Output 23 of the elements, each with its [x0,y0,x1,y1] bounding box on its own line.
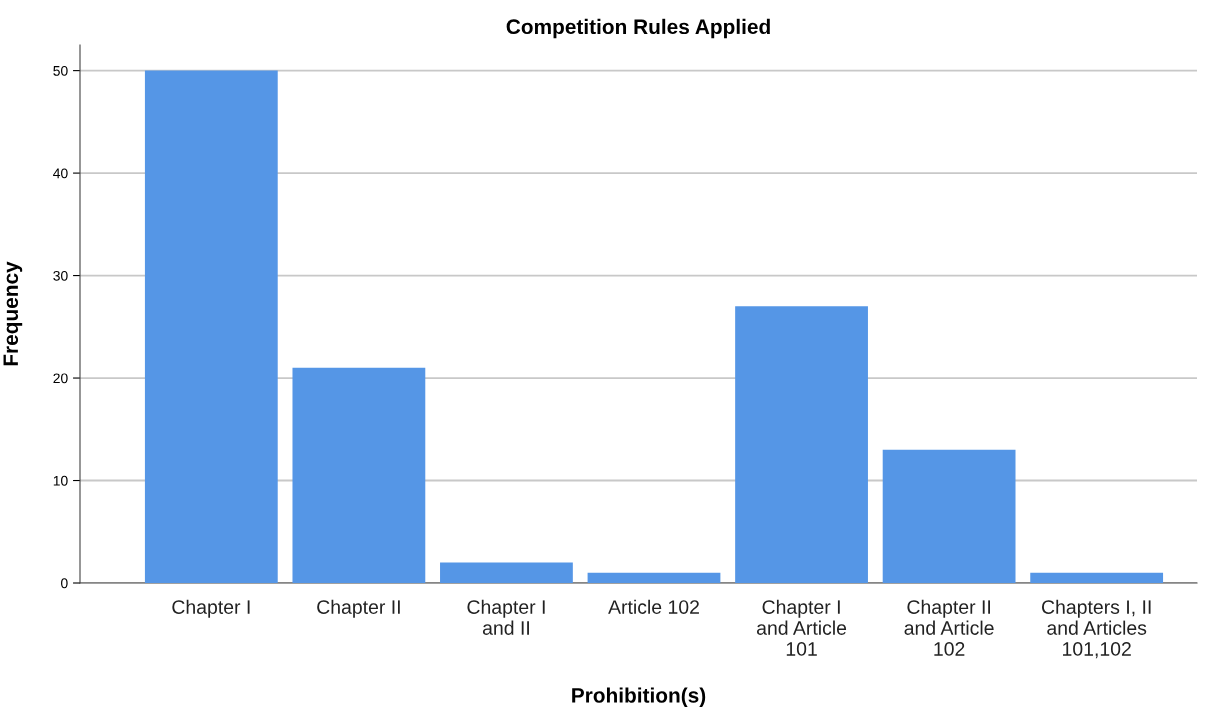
x-tick-label: Chapter I and Article 101 [756,599,847,656]
x-tick-label: Article 102 [608,599,699,614]
x-axis-title: Prohibition(s) [572,687,706,707]
y-tick-label: 40 [53,168,68,179]
bar [144,70,278,583]
y-tick-label: 20 [53,373,68,384]
y-axis-title: Frequency [3,261,23,366]
y-tick-label: 50 [53,65,68,76]
bar [440,562,573,583]
y-tick-label: 30 [53,270,68,281]
bar [882,449,1016,583]
x-tick-label: Chapter I and II [467,599,545,635]
y-tick-label: 0 [61,578,68,589]
x-tick-label: Chapter I [172,599,250,618]
bar [292,367,426,583]
bar [587,572,721,583]
x-tick-label: Chapter II [317,599,400,618]
x-tick-label: Chapter II and Article 102 [904,599,994,656]
y-tick-label: 10 [53,475,68,486]
bar [735,306,868,583]
chart-title: Competition Rules Applied [506,18,770,39]
bar [1030,572,1164,583]
x-tick-label: Chapters I, II and Articles 101,102 [1042,599,1151,659]
